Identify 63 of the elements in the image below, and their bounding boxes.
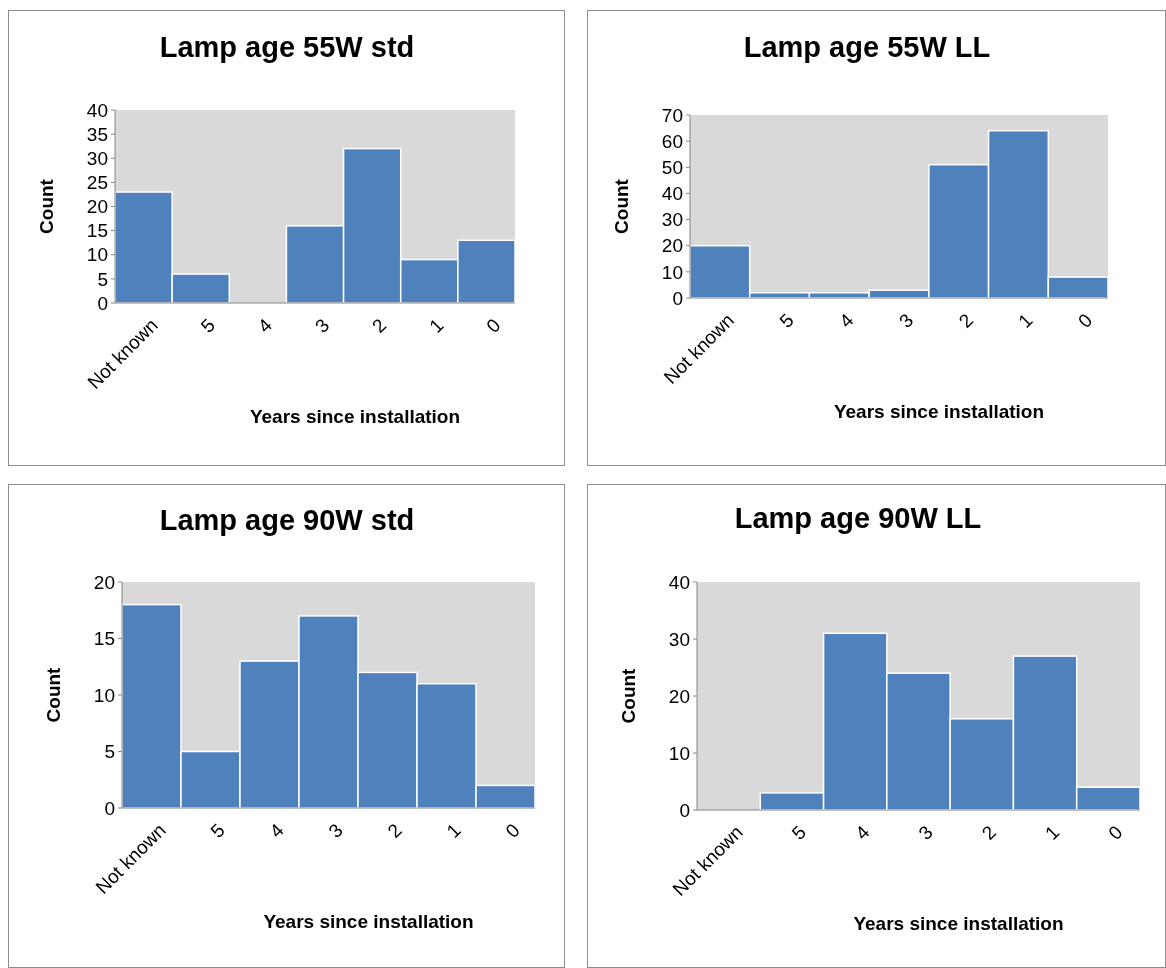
y-tick-label: 0	[104, 797, 115, 819]
y-tick-label: 70	[661, 104, 683, 126]
x-tick-label: 0	[482, 314, 505, 337]
x-tick-label: 1	[1014, 309, 1037, 332]
x-tick-label: 0	[1104, 821, 1127, 844]
x-tick-label: 1	[425, 314, 448, 337]
y-tick-label: 5	[104, 741, 115, 763]
y-tick-label: 5	[97, 268, 108, 290]
y-tick-label: 15	[93, 628, 115, 650]
x-tick-label: 5	[775, 309, 798, 332]
chart-title: Lamp age 90W LL	[734, 502, 982, 534]
x-tick-label: 2	[383, 819, 406, 842]
y-tick-label: 25	[86, 172, 108, 194]
chart-title: Lamp age 55W std	[159, 31, 415, 63]
y-tick-label: 50	[661, 156, 683, 178]
y-tick-label: 10	[661, 261, 683, 283]
x-tick-label: 3	[310, 314, 334, 337]
y-axis-title: Count	[618, 667, 639, 724]
y-axis-title: Count	[36, 178, 57, 234]
x-tick-label: 3	[894, 309, 918, 332]
y-tick-label: 10	[93, 684, 115, 706]
x-tick-label: 5	[206, 819, 229, 842]
x-tick-label: 2	[954, 309, 977, 332]
x-tick-label: 2	[977, 821, 1001, 844]
x-tick-label: 4	[851, 821, 874, 844]
x-tick-label: 1	[1040, 821, 1064, 844]
x-tick-label: 4	[835, 309, 858, 332]
x-tick-label: 5	[787, 821, 811, 844]
y-tick-label: 35	[86, 123, 108, 145]
y-axis-title: Count	[611, 178, 632, 234]
y-tick-label: 20	[661, 235, 683, 257]
y-tick-label: 30	[668, 628, 690, 650]
y-tick-label: 30	[86, 147, 108, 169]
x-tick-label: 0	[1074, 309, 1097, 332]
y-tick-label: 0	[672, 287, 683, 309]
x-tick-label: 1	[442, 819, 465, 842]
x-tick-label: 2	[368, 314, 391, 337]
y-tick-label: 40	[668, 571, 690, 593]
y-axis-title: Count	[43, 666, 64, 723]
y-tick-label: 15	[86, 220, 108, 242]
x-tick-label: 3	[914, 821, 937, 844]
x-axis-title: Years since installation	[833, 401, 1045, 422]
y-tick-label: 20	[86, 196, 108, 218]
x-tick-label: 4	[253, 314, 277, 337]
y-tick-label: 20	[93, 571, 115, 593]
y-tick-label: 10	[668, 742, 690, 764]
y-tick-label: 20	[668, 685, 690, 707]
x-axis-title: Years since installation	[263, 911, 474, 932]
x-tick-label: 0	[501, 819, 524, 842]
chart-title: Lamp age 90W std	[159, 504, 415, 536]
y-tick-label: 60	[661, 130, 683, 152]
x-tick-label: 4	[265, 819, 289, 842]
chart-title: Lamp age 55W LL	[743, 31, 991, 63]
x-tick-label: 5	[196, 314, 219, 337]
y-tick-label: 10	[86, 244, 108, 266]
y-tick-label: 30	[661, 209, 683, 231]
y-tick-label: 0	[97, 292, 108, 314]
y-tick-label: 40	[86, 99, 108, 121]
y-tick-label: 40	[661, 183, 683, 205]
x-axis-title: Years since installation	[853, 913, 1064, 934]
x-axis-title: Years since installation	[249, 406, 461, 427]
y-tick-label: 0	[679, 799, 690, 821]
x-tick-label: 3	[324, 819, 347, 842]
